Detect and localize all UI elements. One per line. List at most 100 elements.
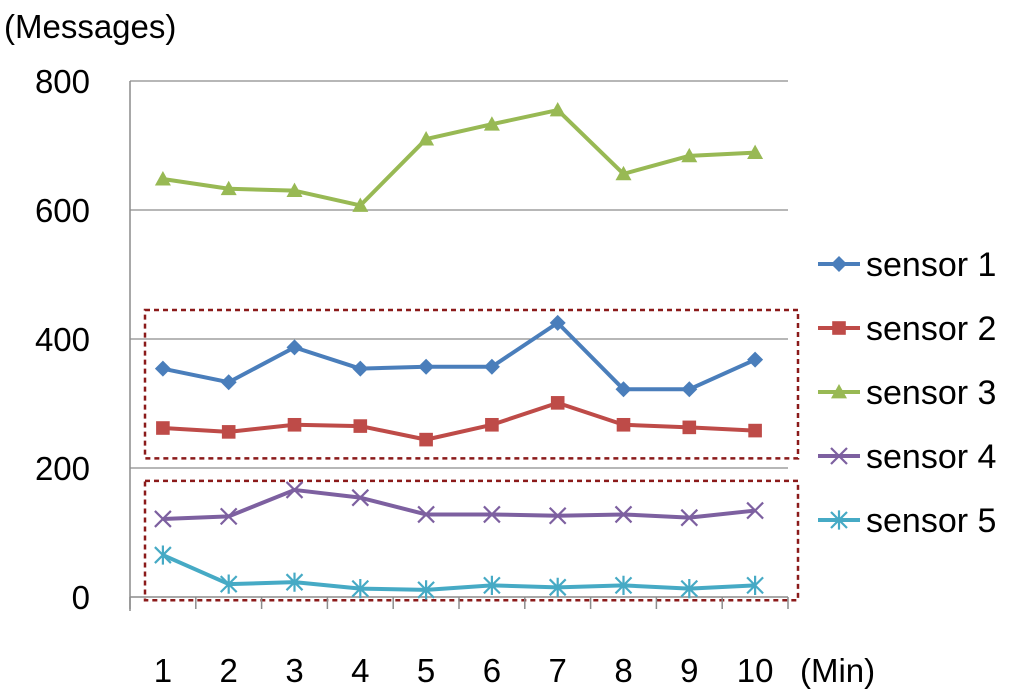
series-4: [154, 481, 764, 528]
legend-item-5: sensor 5: [818, 502, 996, 540]
data-point: [483, 358, 500, 375]
data-point: [286, 182, 303, 198]
legend-marker: [830, 510, 848, 530]
data-point: [549, 314, 566, 331]
x-tick-label: 5: [417, 652, 435, 689]
legend-item-3: sensor 3: [818, 374, 996, 412]
data-point: [748, 423, 762, 438]
series-2: [156, 396, 762, 447]
data-point: [483, 575, 501, 595]
data-point: [220, 180, 237, 196]
data-point: [221, 425, 236, 439]
gridlines: [130, 80, 788, 469]
data-point: [614, 575, 633, 595]
data-point: [682, 420, 697, 435]
data-point: [351, 488, 370, 507]
data-point: [747, 351, 764, 368]
data-point: [154, 545, 172, 565]
x-tick-label: 1: [154, 652, 172, 689]
data-point: [550, 396, 565, 410]
data-point: [220, 374, 237, 391]
data-point: [219, 574, 238, 594]
data-point: [351, 579, 370, 599]
data-point: [548, 506, 567, 525]
legend-marker: [831, 384, 847, 399]
x-tick-label: 3: [285, 652, 303, 689]
y-tick-label: 0: [72, 579, 90, 616]
data-point: [352, 197, 369, 212]
y-tick-label: 200: [35, 450, 90, 487]
legend-label: sensor 3: [866, 374, 996, 412]
data-point: [419, 432, 433, 447]
data-point: [154, 360, 171, 377]
legend-label: sensor 1: [866, 246, 996, 284]
data-point: [154, 510, 172, 528]
data-point: [615, 381, 632, 398]
series-layer: [154, 102, 764, 600]
x-tick-label: 6: [483, 652, 501, 689]
series-line-5: [162, 553, 756, 592]
data-point: [746, 575, 764, 595]
x-tick-label: 10: [737, 652, 774, 689]
data-point: [156, 421, 170, 435]
legend-label: sensor 5: [866, 502, 996, 540]
data-point: [417, 580, 435, 600]
series-1: [154, 314, 764, 398]
data-point: [747, 144, 764, 159]
data-point: [287, 417, 302, 432]
data-point: [549, 102, 566, 117]
data-point: [548, 577, 567, 597]
x-tick-label: 8: [614, 652, 632, 689]
series-3: [154, 102, 764, 212]
data-point: [353, 419, 368, 433]
axes: 0 200 400 600 800 1 2 3 4 5 6 7 8 9 10: [35, 63, 789, 689]
y-axis-title: (Messages): [4, 8, 176, 45]
x-axis-title: (Min): [800, 652, 875, 689]
data-point: [285, 572, 304, 592]
data-point: [616, 417, 631, 432]
x-tick-label: 4: [351, 652, 369, 689]
data-point: [614, 505, 633, 524]
y-tick-label: 600: [35, 192, 90, 229]
data-point: [680, 508, 699, 527]
data-point: [219, 507, 238, 526]
series-line-1: [162, 320, 756, 392]
data-point: [681, 381, 698, 398]
x-tick-label: 7: [549, 652, 567, 689]
data-point: [286, 339, 303, 356]
data-point: [681, 147, 698, 163]
legend: sensor 1 sensor 2 sensor 3 sensor 4 sensor 5: [818, 246, 996, 540]
series-line-2: [162, 400, 756, 442]
data-point: [352, 360, 369, 377]
legend-item-1: sensor 1: [818, 246, 996, 284]
highlight-box-2: [143, 479, 800, 602]
data-point: [485, 417, 499, 432]
data-point: [483, 116, 500, 131]
data-point: [154, 171, 171, 186]
legend-label: sensor 4: [866, 438, 996, 476]
data-point: [418, 358, 435, 375]
data-point: [615, 165, 632, 181]
data-point: [746, 501, 764, 520]
data-point: [680, 579, 699, 599]
data-point: [417, 505, 435, 524]
legend-marker: [830, 447, 848, 465]
data-point: [285, 481, 304, 499]
x-tick-label: 9: [680, 652, 698, 689]
legend-marker: [831, 256, 847, 272]
highlight-boxes: [143, 308, 800, 602]
series-5: [154, 545, 764, 600]
legend-item-2: sensor 2: [818, 310, 996, 348]
highlight-box-1: [143, 308, 800, 460]
series-line-3: [162, 108, 756, 208]
legend-item-4: sensor 4: [818, 438, 996, 476]
series-line-4: [162, 487, 756, 521]
legend-marker: [832, 321, 846, 335]
data-point: [483, 505, 501, 524]
legend-label: sensor 2: [866, 310, 996, 348]
y-tick-label: 800: [35, 63, 90, 100]
y-tick-label: 400: [35, 321, 90, 358]
x-tick-label: 2: [220, 652, 238, 689]
data-point: [418, 131, 435, 146]
